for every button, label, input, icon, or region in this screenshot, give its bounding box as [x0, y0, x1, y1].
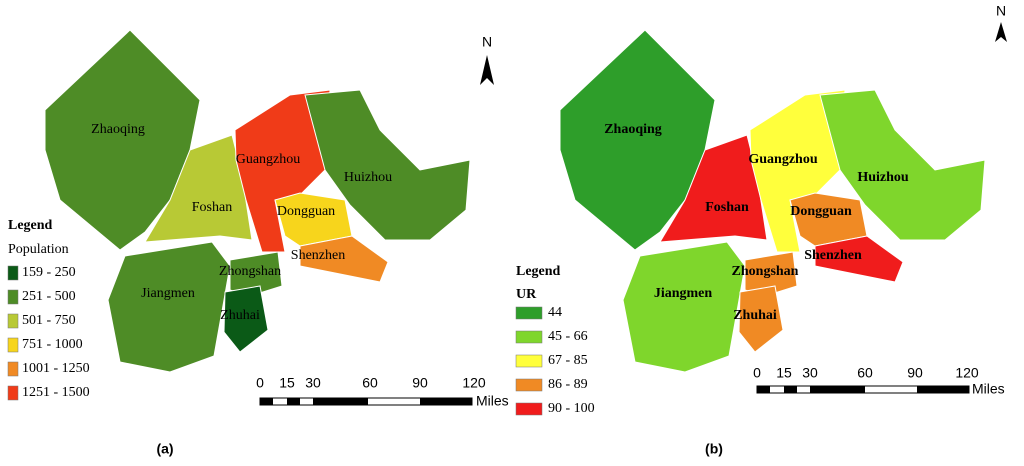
scale-label: 90: [907, 365, 923, 381]
legend-swatch: [7, 313, 19, 329]
panel-caption: (a): [156, 441, 173, 457]
map-panel: Zhaoqing Foshan Guangzhou Huizhou Dongguan Sh…: [559, 29, 986, 373]
scale-unit: Miles: [972, 381, 1005, 397]
legend-label: 251 - 500: [22, 289, 76, 304]
map-panel: Zhaoqing Foshan Guangzhou Huizhou Dongguan Sh…: [44, 29, 471, 373]
scale-label: 90: [412, 375, 428, 391]
region-label: Foshan: [192, 200, 232, 215]
legend-label: 1251 - 1500: [22, 385, 90, 400]
legend-label: 90 - 100: [548, 401, 595, 416]
scale-label: 120: [955, 365, 979, 381]
region-label: Zhongshan: [219, 264, 281, 279]
region: [144, 134, 253, 243]
legend-swatch: [515, 402, 543, 416]
region: [744, 251, 798, 297]
scale-bar-segment: [420, 398, 472, 405]
scale-label: 30: [305, 375, 321, 391]
legend-label: 1001 - 1250: [22, 361, 90, 376]
legend-swatch: [515, 378, 543, 392]
scale-label: 15: [776, 365, 792, 381]
region: [107, 241, 231, 373]
legend-swatch: [7, 385, 19, 401]
region-label: Huizhou: [857, 170, 909, 185]
legend-subtitle: UR: [516, 287, 537, 302]
panel-caption: (b): [705, 441, 723, 457]
scale-bar-segment: [810, 386, 865, 393]
scale-bar-segment: [917, 386, 969, 393]
region-label: Zhuhai: [220, 308, 260, 323]
scale-bar-segment: [784, 386, 797, 393]
legend-swatch: [7, 337, 19, 353]
region-label: Zhaoqing: [604, 122, 662, 137]
legend-label: 159 - 250: [22, 265, 76, 280]
legend-swatch: [515, 306, 543, 320]
region-label: Guangzhou: [748, 152, 817, 167]
legend-title: Legend: [8, 218, 53, 233]
north-label: N: [996, 3, 1006, 19]
legend-subtitle: Population: [8, 242, 69, 257]
region: [819, 89, 986, 241]
region-label: Zhuhai: [733, 308, 777, 323]
region: [814, 235, 904, 283]
legend-label: 45 - 66: [548, 329, 588, 344]
region-label: Zhongshan: [732, 264, 799, 279]
region: [229, 251, 283, 297]
legend-swatch: [7, 265, 19, 281]
region-label: Foshan: [705, 200, 749, 215]
north-arrow: [995, 22, 1007, 42]
scale-label: 15: [279, 375, 295, 391]
legend-label: 501 - 750: [22, 313, 76, 328]
legend-label: 86 - 89: [548, 377, 588, 392]
scale-bar-segment: [313, 398, 368, 405]
region-label: Jiangmen: [654, 286, 713, 301]
region: [304, 89, 471, 241]
legend-swatch: [515, 330, 543, 344]
legend-swatch: [7, 361, 19, 377]
scale-bar-segment: [287, 398, 300, 405]
region: [299, 235, 389, 283]
region-label: Guangzhou: [236, 152, 301, 167]
scale-label: 120: [462, 375, 486, 391]
scale-label: 0: [753, 365, 761, 381]
region-label: Shenzhen: [291, 248, 345, 263]
legend-label: 67 - 85: [548, 353, 588, 368]
region-label: Shenzhen: [804, 248, 862, 263]
region: [622, 241, 746, 373]
legend-swatch: [7, 289, 19, 305]
scale-label: 0: [256, 375, 264, 391]
legend-swatch: [515, 354, 543, 368]
scale-unit: Miles: [476, 393, 509, 409]
region: [659, 134, 768, 243]
region-label: Zhaoqing: [91, 122, 145, 137]
scale-label: 30: [802, 365, 818, 381]
region: [223, 285, 269, 353]
scale-label: 60: [362, 375, 378, 391]
region-label: Jiangmen: [141, 286, 195, 301]
region-label: Dongguan: [277, 204, 335, 219]
north-label: N: [482, 34, 492, 50]
legend-label: 44: [548, 305, 562, 320]
legend-label: 751 - 1000: [22, 337, 83, 352]
region: [738, 285, 784, 353]
scale-bar-segment: [260, 398, 273, 405]
scale-label: 60: [857, 365, 873, 381]
region-label: Dongguan: [790, 204, 852, 219]
north-arrow: [480, 55, 494, 85]
legend-title: Legend: [516, 264, 561, 279]
scale-bar-segment: [757, 386, 770, 393]
region-label: Huizhou: [344, 170, 392, 185]
